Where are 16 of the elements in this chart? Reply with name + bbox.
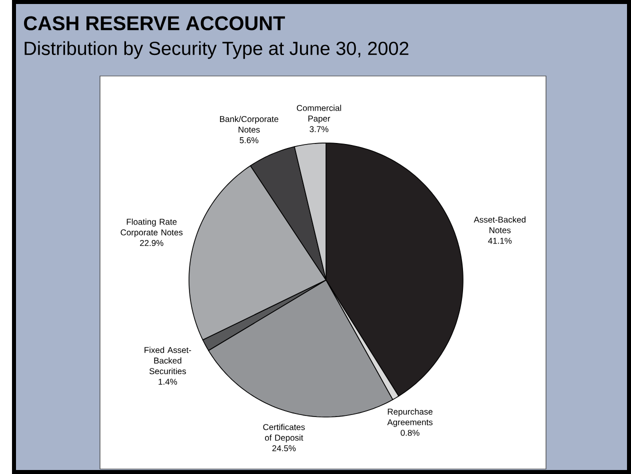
data-label: 24.5% bbox=[272, 445, 296, 452]
slice-label: Repurchase Agreements bbox=[387, 408, 433, 427]
data-label: 3.7% bbox=[310, 126, 328, 132]
slice-label: Bank/Corporate Notes bbox=[220, 116, 278, 133]
data-label: 1.4% bbox=[158, 378, 178, 385]
chart-title: CASH RESERVE ACCOUNT bbox=[24, 16, 285, 30]
data-label: 5.6% bbox=[240, 137, 258, 144]
slice-label: Fixed Asset-Backed Securities bbox=[144, 346, 192, 374]
slice-label: Commercial Paper bbox=[296, 104, 342, 124]
chart-subtitle: Distribution by Security Type at June 30, 2002 bbox=[24, 41, 408, 59]
data-label: 22.9% bbox=[140, 240, 164, 246]
slice-label: Certificates of Deposit bbox=[263, 424, 305, 442]
slice-label: Asset-Backed Notes bbox=[474, 216, 526, 234]
slice-label: Floating Rate Corporate Notes bbox=[120, 218, 183, 238]
data-label: 0.8% bbox=[400, 430, 420, 436]
data-label: 41.1% bbox=[488, 238, 512, 244]
